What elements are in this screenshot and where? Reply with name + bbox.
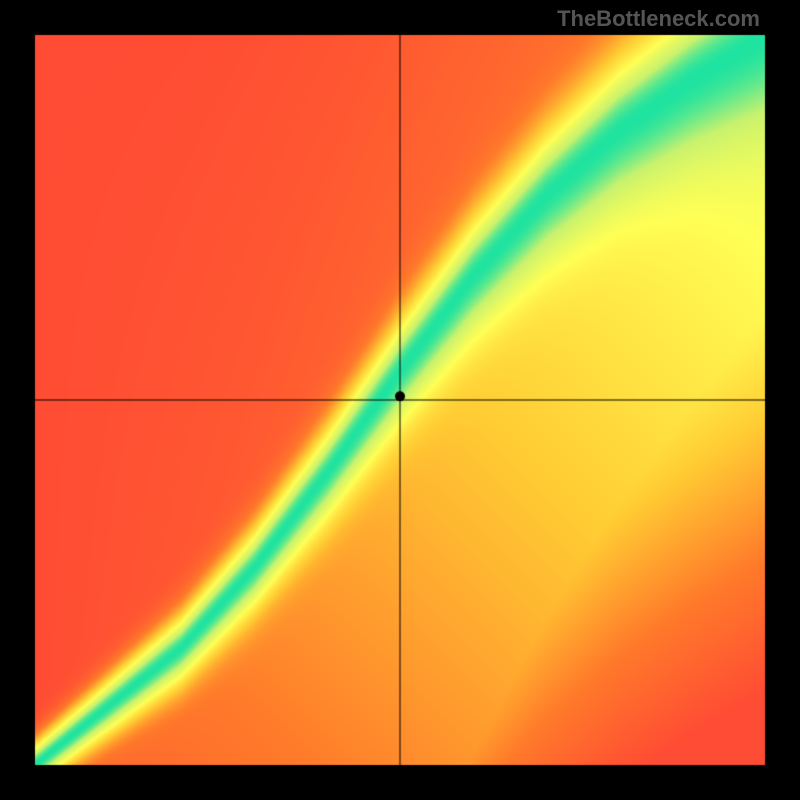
watermark-text: TheBottleneck.com bbox=[557, 6, 760, 32]
bottleneck-heatmap bbox=[0, 0, 800, 800]
